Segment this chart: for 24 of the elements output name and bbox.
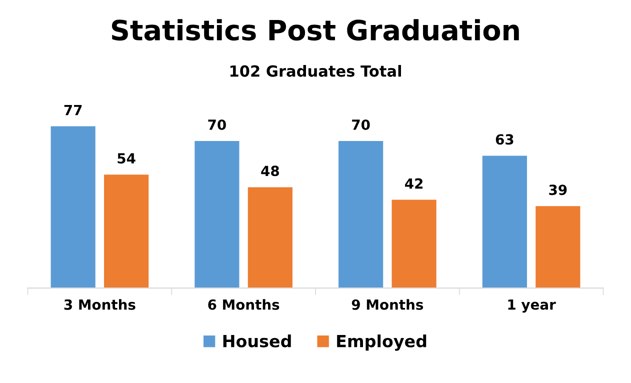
bar (104, 174, 149, 288)
bar (536, 206, 580, 288)
data-label: 42 (405, 178, 423, 189)
bar (482, 156, 527, 288)
legend-label: Employed (337, 334, 426, 351)
data-label: 48 (261, 166, 279, 176)
data-label: 70 (208, 119, 226, 130)
x-tick-label: 9 Months (352, 299, 424, 310)
x-tick-label: 6 Months (208, 299, 280, 310)
data-label: 39 (549, 184, 567, 196)
bar (392, 200, 436, 288)
x-tick-label: 1 year (508, 299, 556, 313)
data-label: 63 (496, 134, 514, 145)
bar (338, 141, 384, 288)
chart-title: Statistics Post Graduation (112, 19, 519, 41)
data-label: 77 (64, 104, 82, 116)
x-tick-label: 3 Months (64, 299, 136, 310)
data-label: 70 (352, 119, 370, 130)
bar (248, 187, 292, 288)
bar (50, 126, 96, 288)
chart-subtitle: 102 Graduates Total (230, 64, 401, 77)
legend-label: Housed (223, 334, 291, 348)
bar (194, 141, 240, 288)
data-label: 54 (118, 153, 136, 164)
